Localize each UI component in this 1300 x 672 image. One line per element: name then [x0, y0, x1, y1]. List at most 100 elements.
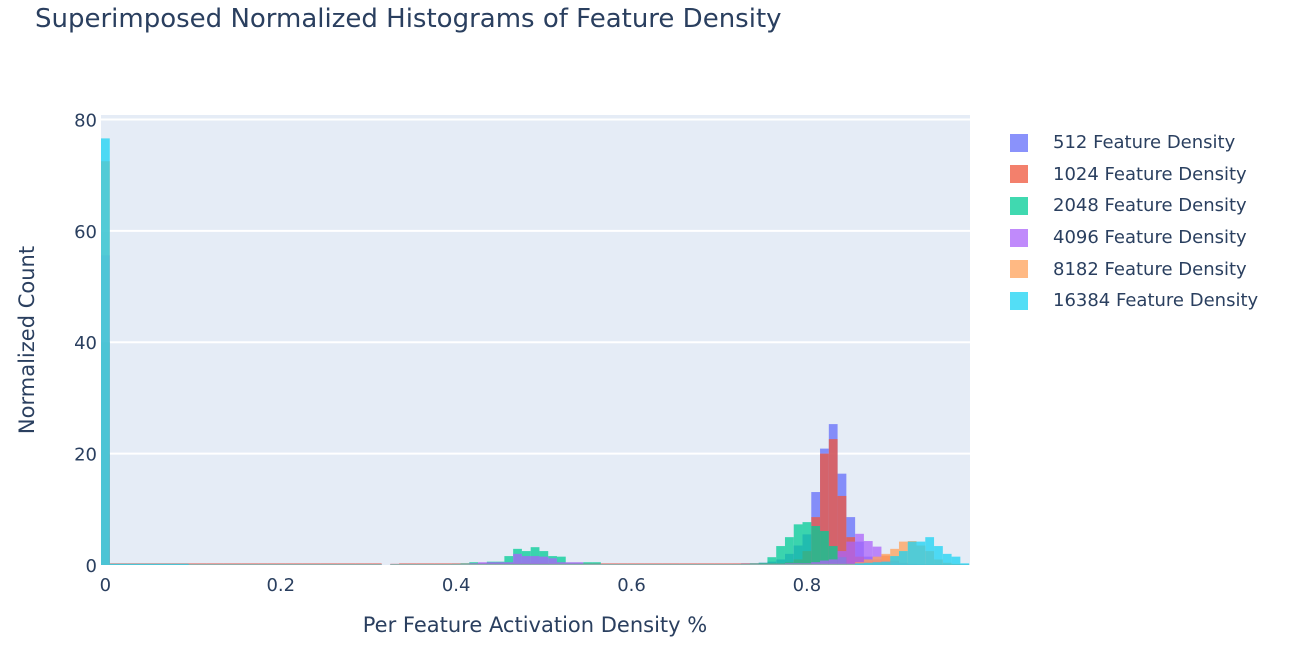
legend-swatch	[1010, 228, 1028, 247]
histogram-bar	[574, 564, 584, 565]
histogram-bar	[653, 564, 663, 565]
histogram-bar	[644, 564, 654, 565]
histogram-bar	[942, 553, 952, 565]
legend-item[interactable]: 4096 Feature Density	[1010, 222, 1258, 254]
x-tick-label: 0.8	[793, 575, 822, 596]
histogram-bar	[179, 563, 189, 565]
histogram-bar	[504, 564, 514, 565]
y-tick-label: 0	[86, 556, 97, 577]
histogram-bar	[486, 564, 496, 565]
legend-swatch	[1010, 291, 1028, 310]
histogram-bar	[635, 564, 645, 565]
histogram-bar	[846, 564, 856, 565]
legend-swatch	[1010, 133, 1028, 152]
legend-label: 4096 Feature Density	[1053, 227, 1247, 249]
histogram-bar	[583, 564, 593, 565]
histogram-bar	[320, 564, 329, 565]
histogram-bar	[136, 563, 145, 565]
chart-title: Superimposed Normalized Histograms of Fe…	[35, 4, 782, 34]
histogram-bar	[837, 551, 847, 565]
histogram-bar	[513, 564, 522, 565]
histogram-bar	[820, 564, 829, 565]
histogram-bar	[846, 541, 856, 565]
histogram-bar	[784, 537, 794, 565]
histogram-bar	[197, 564, 207, 565]
histogram-bar	[872, 562, 882, 565]
histogram-bar	[241, 564, 251, 565]
histogram-bar	[214, 564, 224, 565]
histogram-bar	[539, 564, 549, 565]
histogram-bar	[793, 564, 803, 565]
histogram-bar	[592, 564, 601, 565]
histogram-bar	[539, 556, 549, 565]
histogram-bar	[828, 559, 838, 565]
histogram-bar	[811, 526, 821, 565]
histogram-bar	[206, 564, 215, 565]
histogram-bar	[442, 564, 452, 565]
legend-item[interactable]: 512 Feature Density	[1010, 127, 1258, 159]
histogram-bar	[741, 564, 750, 565]
histogram-bar	[934, 546, 943, 565]
x-tick-label: 0.4	[442, 575, 471, 596]
histogram-bar	[250, 564, 259, 565]
histogram-bar	[276, 564, 286, 565]
histogram-bar	[188, 564, 198, 565]
histogram-bar	[863, 541, 873, 565]
histogram-bar	[583, 562, 593, 565]
histogram-bar	[451, 564, 461, 565]
x-tick-label: 0.6	[617, 575, 646, 596]
histogram-bar	[951, 556, 961, 565]
histogram-bar	[855, 533, 864, 565]
histogram-bar	[688, 564, 698, 565]
histogram-bar	[723, 564, 733, 565]
histogram-bar	[311, 564, 321, 565]
histogram-bar	[556, 564, 566, 565]
legend-swatch	[1010, 196, 1028, 215]
histogram-bar	[776, 564, 785, 565]
histogram-bar	[776, 546, 785, 565]
histogram-bar	[881, 561, 891, 565]
histogram-bar	[337, 564, 347, 565]
histogram-bar	[504, 562, 514, 565]
histogram-bar	[863, 562, 873, 565]
histogram-bar	[898, 551, 908, 565]
histogram-bar	[399, 564, 408, 565]
histogram-bar	[328, 564, 338, 565]
legend-item[interactable]: 16384 Feature Density	[1010, 285, 1258, 317]
histogram-bar	[469, 564, 479, 565]
y-tick-label: 80	[74, 110, 97, 131]
histogram-bar	[837, 495, 847, 565]
y-tick-labels: 0 20 40 60 80	[74, 110, 97, 577]
legend-item[interactable]: 8182 Feature Density	[1010, 253, 1258, 285]
histogram-bar	[101, 138, 110, 565]
histogram-bar	[679, 564, 689, 565]
histogram-bar	[872, 556, 882, 565]
histogram-bar	[828, 546, 838, 565]
histogram-bar	[478, 562, 487, 565]
histogram-bar	[530, 564, 540, 565]
histogram-bar	[793, 524, 803, 565]
histogram-bar	[127, 563, 137, 565]
histogram-bar	[627, 564, 636, 565]
legend-label: 8182 Feature Density	[1053, 258, 1247, 280]
histogram-bar	[802, 522, 812, 565]
legend-item[interactable]: 1024 Feature Density	[1010, 159, 1258, 191]
histogram-bar	[364, 564, 373, 565]
histogram-bar	[434, 564, 443, 565]
histogram-bar	[153, 563, 163, 565]
histogram-bar	[784, 564, 794, 565]
histogram-bar	[504, 556, 514, 565]
histogram-bar	[556, 562, 566, 565]
histogram-bar	[460, 564, 470, 565]
y-tick-label: 60	[74, 222, 97, 243]
histogram-bar	[828, 439, 838, 565]
histogram-bar	[416, 564, 426, 565]
legend-item[interactable]: 2048 Feature Density	[1010, 190, 1258, 222]
histogram-bar	[662, 564, 671, 565]
histogram-bar	[223, 564, 233, 565]
histogram-bar	[495, 564, 505, 565]
histogram-bar	[907, 541, 917, 565]
x-axis-title: Per Feature Activation Density %	[363, 613, 707, 637]
histogram-bar	[820, 560, 829, 565]
histogram-bar	[548, 564, 557, 565]
